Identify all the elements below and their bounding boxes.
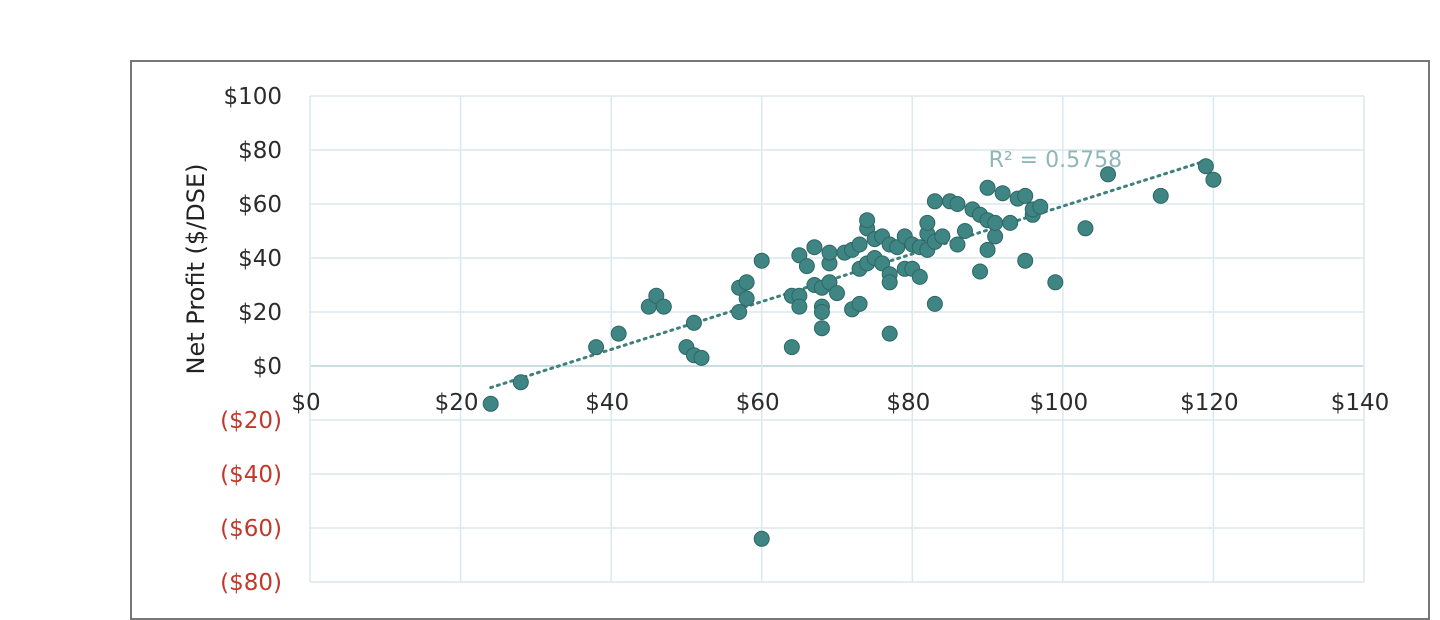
data-point bbox=[791, 298, 808, 315]
data-point bbox=[949, 236, 966, 253]
data-point bbox=[813, 320, 830, 337]
chart-frame: $100 $80 $60 $40 $20 $0 ($20) ($40) ($60) ($80) $… bbox=[130, 60, 1430, 620]
data-point bbox=[1017, 187, 1034, 204]
data-point bbox=[1017, 252, 1034, 269]
data-point bbox=[949, 196, 966, 212]
data-point bbox=[1205, 171, 1222, 188]
data-point bbox=[956, 223, 973, 239]
data-point bbox=[685, 314, 702, 331]
data-point bbox=[813, 304, 830, 320]
data-point bbox=[934, 228, 951, 245]
data-point bbox=[798, 258, 815, 275]
x-tick-label: $20 bbox=[435, 390, 479, 416]
y-tick-label: ($60) bbox=[220, 516, 282, 542]
x-tick-label: $80 bbox=[886, 390, 930, 416]
data-point bbox=[753, 530, 770, 547]
data-point bbox=[753, 252, 770, 269]
y-tick-label: $60 bbox=[238, 192, 282, 218]
data-point bbox=[994, 185, 1011, 202]
data-point bbox=[1047, 274, 1064, 291]
x-tick-label: $0 bbox=[291, 390, 320, 416]
y-tick-label: $0 bbox=[253, 354, 282, 380]
data-point bbox=[731, 304, 748, 320]
y-tick-label: ($80) bbox=[220, 570, 282, 596]
x-tick-label: $40 bbox=[585, 390, 629, 416]
scatter-chart: $100 $80 $60 $40 $20 $0 ($20) ($40) ($60) ($80) $… bbox=[182, 84, 1389, 596]
x-tick-label: $140 bbox=[1331, 390, 1390, 416]
data-point bbox=[610, 325, 627, 342]
trendline-path bbox=[489, 159, 1208, 390]
data-point bbox=[693, 349, 710, 366]
x-tick-label: $100 bbox=[1030, 390, 1089, 416]
data-point bbox=[926, 295, 943, 312]
data-point bbox=[1002, 214, 1019, 231]
data-point bbox=[1032, 198, 1049, 215]
data-point bbox=[979, 241, 996, 258]
r-squared-label: R² = 0.5758 bbox=[989, 148, 1123, 173]
data-point bbox=[919, 214, 936, 231]
data-point bbox=[881, 325, 898, 342]
data-point bbox=[926, 193, 943, 210]
page-title-partial bbox=[0, 0, 1440, 12]
data-point bbox=[738, 274, 755, 291]
data-point bbox=[821, 244, 838, 261]
y-tick-label: ($40) bbox=[220, 462, 282, 488]
data-point bbox=[1197, 158, 1214, 175]
data-point bbox=[881, 274, 898, 291]
y-axis-ticks: $100 $80 $60 $40 $20 $0 ($20) ($40) ($60) ($80) bbox=[220, 84, 282, 596]
y-tick-label: $80 bbox=[238, 138, 282, 164]
data-point bbox=[1152, 187, 1169, 204]
data-point bbox=[588, 339, 605, 356]
data-point bbox=[979, 179, 996, 196]
data-point bbox=[1100, 166, 1117, 183]
y-tick-label: $40 bbox=[238, 246, 282, 272]
data-point bbox=[482, 395, 499, 412]
data-point bbox=[987, 228, 1004, 245]
title-fragment bbox=[0, 3, 1440, 12]
y-tick-label: ($20) bbox=[220, 408, 282, 434]
data-point bbox=[911, 268, 928, 285]
y-tick-label: $20 bbox=[238, 300, 282, 326]
x-tick-label: $60 bbox=[736, 390, 780, 416]
data-point bbox=[655, 298, 672, 315]
x-axis-ticks: $0 $20 $40 $60 $80 $100 $120 $140 bbox=[291, 390, 1389, 416]
data-points bbox=[482, 158, 1222, 547]
data-point bbox=[829, 285, 845, 302]
data-point bbox=[1077, 220, 1094, 237]
trendline bbox=[489, 159, 1208, 390]
data-point bbox=[738, 290, 755, 307]
data-point bbox=[806, 239, 823, 256]
y-tick-label: $100 bbox=[223, 84, 282, 110]
data-point bbox=[783, 339, 800, 356]
data-point bbox=[851, 236, 868, 253]
data-point bbox=[972, 263, 989, 280]
grid-lines bbox=[309, 95, 1365, 583]
data-point bbox=[512, 374, 529, 391]
data-point bbox=[859, 212, 876, 229]
y-axis-title: Net Profit ($/DSE) bbox=[182, 164, 210, 375]
data-point bbox=[851, 295, 868, 312]
data-point bbox=[987, 214, 1004, 231]
x-tick-label: $120 bbox=[1180, 390, 1239, 416]
